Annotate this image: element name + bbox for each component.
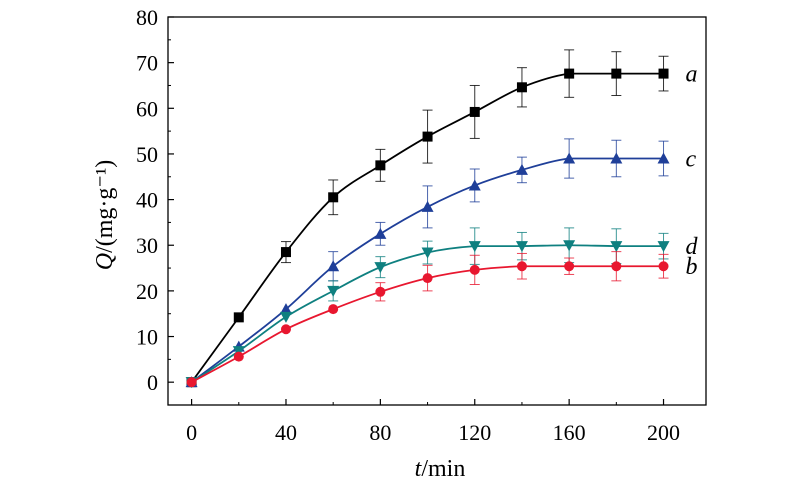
series-label-c: c [686, 147, 697, 173]
plot-frame [167, 16, 707, 406]
data-point [610, 241, 623, 253]
y-tick-label: 60 [136, 96, 158, 121]
series-b: b [186, 251, 698, 388]
y-tick-label: 30 [136, 233, 158, 258]
data-point [280, 324, 291, 335]
data-point [421, 247, 434, 259]
data-point [328, 304, 339, 315]
data-point [422, 273, 433, 284]
data-point [515, 241, 528, 253]
data-point [564, 261, 575, 272]
x-tick-label: 160 [553, 420, 586, 445]
x-axis-label-unit: /min [421, 456, 465, 482]
data-point [469, 106, 480, 117]
x-axis-label-italic: t [415, 456, 423, 482]
data-point [374, 262, 387, 274]
data-point [610, 152, 623, 164]
x-axis-label: t/min [415, 456, 466, 482]
data-point [657, 241, 670, 253]
y-tick-label: 10 [136, 325, 158, 350]
data-point [327, 285, 340, 297]
series-d: d [185, 227, 699, 389]
y-axis-label-unit: /(mg·g⁻¹) [92, 160, 118, 253]
y-tick-label: 20 [136, 279, 158, 304]
series-label-a: a [686, 62, 698, 88]
data-point [186, 377, 197, 388]
data-point [515, 163, 528, 175]
data-point [374, 227, 387, 239]
plot-border [167, 16, 707, 406]
data-point [328, 192, 339, 203]
data-point [233, 312, 244, 323]
data-point [422, 131, 433, 142]
y-axis-label: Q/(mg·g⁻¹) [92, 160, 118, 271]
y-axis-ticks: 0 10 20 30 40 50 60 70 80 [136, 5, 174, 395]
x-tick-label: 120 [458, 420, 491, 445]
data-point [280, 247, 291, 258]
x-tick-label: 40 [275, 420, 297, 445]
x-tick-label: 0 [186, 420, 197, 445]
data-point [469, 264, 480, 275]
data-point [516, 82, 527, 93]
data-point [375, 160, 386, 171]
y-tick-label: 0 [147, 370, 158, 395]
data-point [468, 179, 481, 191]
data-point [658, 261, 669, 272]
data-point [658, 68, 669, 79]
series-a: a [186, 49, 698, 388]
series-label-d: d [686, 234, 699, 260]
data-point [233, 351, 244, 362]
y-tick-label: 50 [136, 142, 158, 167]
x-tick-label: 200 [647, 420, 680, 445]
series-label-b: b [686, 254, 698, 280]
data-point [611, 68, 622, 79]
data-point [279, 303, 292, 315]
data-point [279, 311, 292, 323]
data-point [563, 152, 576, 164]
data-point [327, 260, 340, 272]
data-point [375, 286, 386, 297]
y-tick-label: 40 [136, 188, 158, 213]
data-point [468, 241, 481, 253]
data-point [516, 261, 527, 272]
data-point [657, 152, 670, 164]
y-tick-label: 70 [136, 51, 158, 76]
x-axis-ticks: 0 40 80 120 160 200 [186, 399, 680, 445]
series-c: c [185, 138, 697, 388]
y-tick-label: 80 [136, 5, 158, 30]
x-tick-label: 80 [369, 420, 391, 445]
data-point [564, 68, 575, 79]
y-axis-label-italic: Q [92, 253, 118, 270]
series-layer: a c db [185, 49, 699, 389]
data-point [421, 200, 434, 212]
data-point [563, 240, 576, 252]
data-point [611, 261, 622, 272]
